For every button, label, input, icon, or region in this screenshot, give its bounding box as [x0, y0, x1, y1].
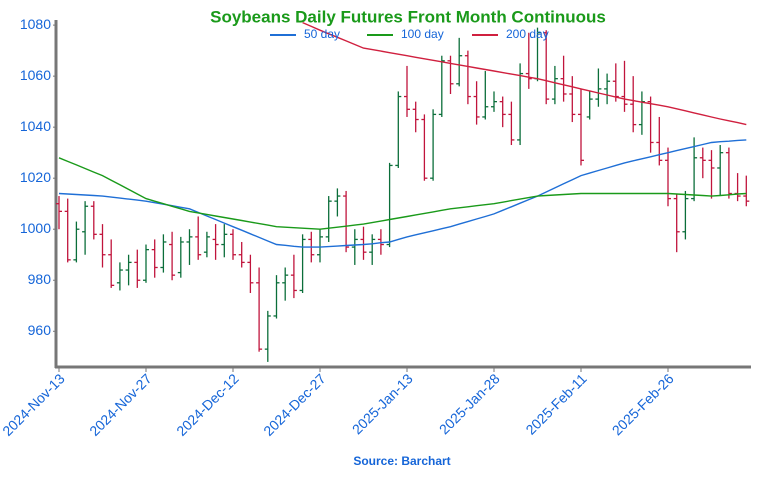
y-tick-label: 980: [28, 271, 52, 287]
y-tick-label: 1000: [20, 220, 51, 236]
moving-average-line: [58, 139, 747, 248]
y-tick-label: 1080: [20, 16, 51, 32]
x-tick-label: 2025-Jan-28: [436, 370, 503, 437]
x-tick-label: 2024-Dec-27: [260, 370, 329, 439]
y-tick-label: 1020: [20, 169, 51, 185]
y-tick-label: 960: [28, 322, 52, 338]
moving-average-line: [58, 157, 747, 230]
source-note: Source: Barchart: [353, 454, 450, 468]
legend-label: 100 day: [401, 27, 444, 41]
x-tick-label: 2024-Nov-13: [0, 370, 68, 439]
x-tick-label: 2025-Feb-26: [609, 370, 677, 438]
x-tick-label: 2025-Jan-13: [349, 370, 416, 437]
moving-average-line: [302, 21, 747, 126]
x-tick-label: 2024-Nov-27: [86, 370, 155, 439]
legend-label: 50 day: [304, 27, 340, 41]
chart-title: Soybeans Daily Futures Front Month Conti…: [210, 7, 606, 26]
legend-label: 200 day: [506, 27, 549, 41]
y-tick-label: 1040: [20, 118, 51, 134]
x-tick-label: 2024-Dec-12: [173, 370, 242, 439]
y-tick-label: 1060: [20, 67, 51, 83]
x-tick-label: 2025-Feb-11: [522, 370, 589, 437]
